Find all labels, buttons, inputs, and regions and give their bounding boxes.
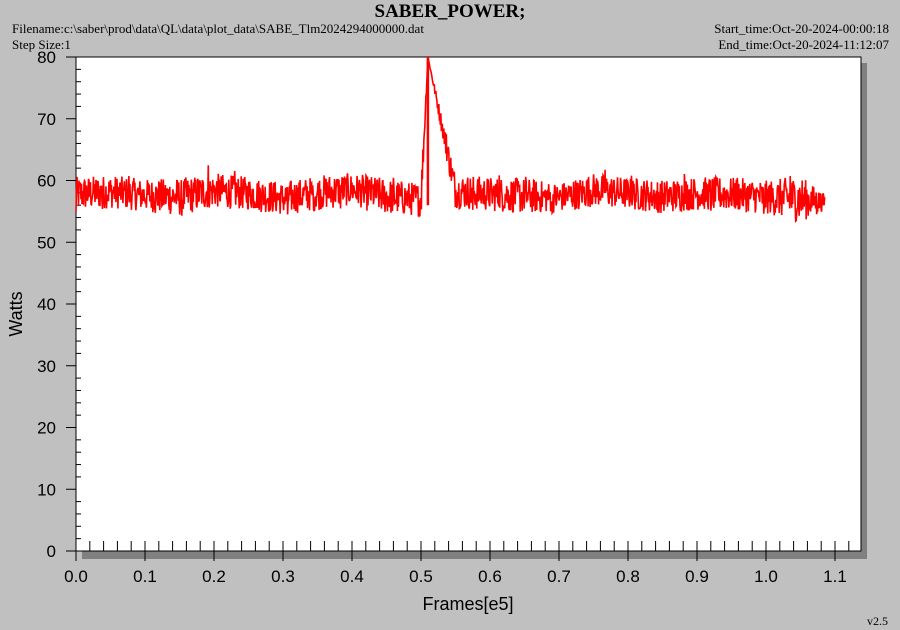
y-tick-label: 20 (37, 419, 56, 438)
x-axis-title: Frames[e5] (422, 594, 513, 614)
series-line (75, 57, 826, 223)
x-tick-label: 0.0 (64, 567, 88, 586)
x-tick-label: 0.5 (409, 567, 433, 586)
x-tick-label: 0.6 (478, 567, 502, 586)
x-axis: 0.0 0.1 0.2 0.3 0.4 0.5 0.6 0.7 0.8 0.9 1.0 1.1 (64, 541, 850, 586)
x-tick-label: 0.1 (133, 567, 157, 586)
x-tick-label: 0.4 (340, 567, 364, 586)
y-axis: 0 10 20 30 40 50 60 70 80 (37, 48, 81, 561)
x-tick-label: 0.8 (616, 567, 640, 586)
series-watts (75, 57, 826, 223)
x-tick-label: 0.3 (271, 567, 295, 586)
chart-title: SABER_POWER; (374, 1, 526, 22)
x-tick-label: 0.9 (685, 567, 709, 586)
y-tick-label: 40 (37, 295, 56, 314)
end-time-label: End_time:Oct-20-2024-11:12:07 (718, 37, 889, 52)
plot-area (75, 56, 862, 552)
step-size-label: Step Size:1 (12, 37, 71, 52)
y-axis-title: Watts (6, 291, 26, 336)
start-time-label: Start_time:Oct-20-2024-00:00:18 (714, 21, 889, 36)
x-tick-label: 1.0 (754, 567, 778, 586)
y-tick-label: 50 (37, 233, 56, 252)
x-tick-label: 0.7 (547, 567, 571, 586)
filename-label: Filename:c:\saber\prod\data\QL\data\plot… (12, 21, 424, 36)
y-tick-label: 10 (37, 480, 56, 499)
y-tick-label: 80 (37, 48, 56, 67)
y-tick-label: 0 (47, 542, 56, 561)
x-tick-label: 1.1 (823, 567, 847, 586)
y-tick-label: 30 (37, 357, 56, 376)
version-label: v2.5 (867, 614, 888, 628)
y-tick-label: 60 (37, 172, 56, 191)
y-tick-label: 70 (37, 110, 56, 129)
x-tick-label: 0.2 (202, 567, 226, 586)
